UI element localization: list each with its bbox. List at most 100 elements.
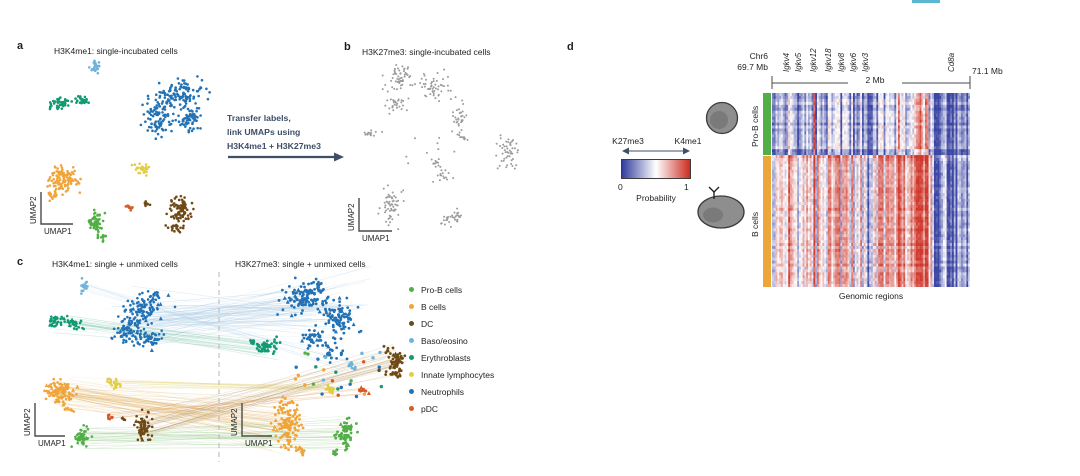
cluster-link-line (147, 358, 396, 433)
scatter-point (505, 156, 508, 159)
scatter-point (321, 344, 325, 347)
cluster-link-line (62, 386, 296, 424)
scatter-point (338, 300, 342, 304)
cluster-link-line (119, 384, 330, 394)
scatter-point (196, 75, 199, 78)
scatter-point-mixed (311, 382, 316, 386)
cluster-link-line (69, 382, 285, 406)
scatter-point (273, 406, 277, 409)
scatter-point (271, 352, 275, 356)
cluster-link-line (66, 395, 297, 435)
scatter-point (63, 320, 66, 323)
scatter-point (291, 292, 295, 295)
scatter-point (293, 412, 297, 416)
scatter-point-mixed (371, 356, 375, 360)
scatter-point (126, 328, 129, 332)
scatter-point (328, 312, 332, 315)
cluster-link-line (146, 348, 390, 426)
scatter-point (138, 333, 142, 337)
scatter-point (255, 342, 259, 346)
scatter-point-triangle (129, 308, 134, 313)
scatter-point (440, 169, 443, 172)
cluster-link-line (63, 403, 277, 435)
scatter-point (405, 155, 408, 158)
cluster-link-line (146, 361, 398, 435)
scatter-point (177, 204, 180, 208)
gene-label-igkv18: Igkv18 (824, 48, 834, 72)
scatter-point (495, 142, 498, 145)
cluster-link-line (110, 381, 327, 386)
scatter-point (378, 207, 381, 210)
scatter-point (397, 75, 400, 78)
scatter-point (278, 401, 282, 404)
scatter-point (137, 308, 140, 311)
scatter-point (197, 94, 200, 98)
scatter-point (66, 99, 70, 103)
scatter-point (345, 421, 349, 425)
scatter-point (150, 126, 153, 129)
scatter-point (67, 176, 70, 180)
scatter-point (307, 344, 311, 347)
cluster-link-line (59, 393, 289, 419)
scatter-point (507, 141, 510, 144)
scatter-point (153, 122, 157, 125)
scatter-point (304, 301, 308, 305)
scatter-point (158, 105, 162, 108)
scatter-point (143, 335, 146, 339)
scatter-point (456, 218, 459, 221)
scatter-point (324, 322, 328, 326)
cluster-link-line (136, 295, 296, 342)
row-group-label-b-cells: B cells (750, 211, 760, 237)
scatter-point (141, 305, 145, 309)
scatter-point (287, 296, 291, 300)
cluster-link-line (124, 298, 313, 324)
scatter-point (74, 435, 77, 439)
scatter-point (86, 285, 89, 288)
cluster-link-line (79, 431, 352, 445)
scatter-point (397, 78, 400, 81)
scatter-point (277, 298, 281, 302)
scatter-point (152, 293, 155, 296)
scatter-point (150, 337, 153, 340)
scatter-point (381, 130, 384, 133)
scatter-point (457, 123, 460, 126)
colorbar-min-label: 0 (618, 182, 623, 192)
scatter-point (443, 177, 446, 180)
scatter-point (290, 304, 294, 308)
heatmap-canvas (772, 93, 970, 287)
scatter-point-mixed (362, 392, 367, 396)
scatter-point (329, 356, 333, 360)
scatter-point (387, 207, 390, 210)
scatter-point (272, 428, 275, 432)
cluster-link-line (155, 365, 395, 433)
scatter-point (82, 438, 86, 442)
scatter-point (332, 328, 336, 332)
legend-dot (409, 321, 414, 326)
scatter-point (177, 198, 181, 202)
scatter-point (516, 151, 519, 154)
scatter-point (173, 92, 176, 96)
scatter-point (114, 386, 118, 389)
cluster-link-line (62, 320, 279, 353)
scatter-point (298, 299, 302, 303)
scatter-point (399, 77, 402, 80)
scatter-point (304, 288, 308, 292)
scatter-point (81, 289, 85, 293)
scatter-point (510, 159, 513, 162)
scatter-point (370, 131, 373, 134)
scatter-point (62, 171, 65, 175)
scatter-point (138, 303, 142, 306)
cluster-link-line (120, 380, 332, 388)
scatter-point (341, 442, 345, 445)
scatter-point (316, 344, 320, 348)
scatter-point (349, 426, 353, 430)
scatter-point (149, 312, 153, 316)
scatter-point (122, 338, 125, 342)
scatter-point (196, 116, 199, 119)
scatter-point (501, 147, 504, 150)
scatter-point (310, 281, 313, 285)
scatter-point (391, 357, 395, 361)
cluster-link-line (65, 317, 277, 346)
scatter-point (66, 188, 69, 192)
row-group-label-pro-b-cells: Pro-B cells (750, 105, 760, 147)
